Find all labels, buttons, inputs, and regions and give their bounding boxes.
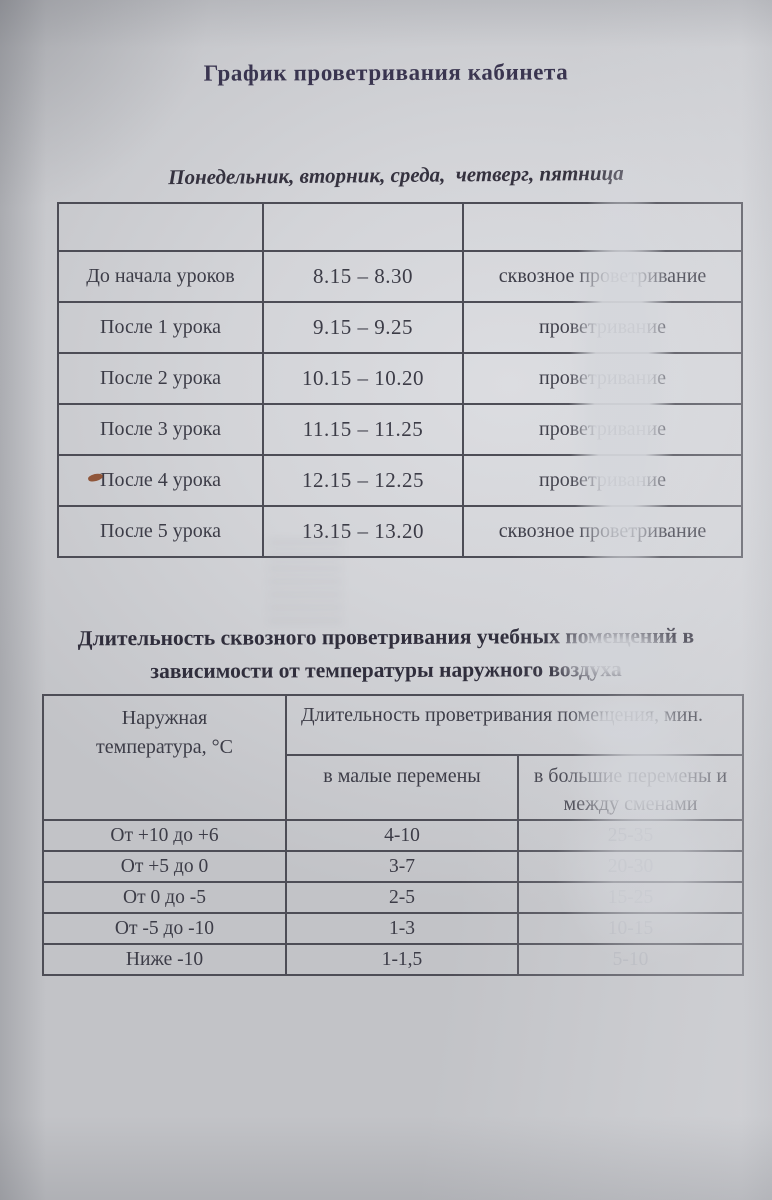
- table-row: После 2 урока 10.15 – 10.20 проветривани…: [57, 352, 743, 405]
- temp-cell: Ниже -10: [42, 943, 287, 976]
- big-breaks-header-cell: в большие перемены и между сменами: [516, 754, 745, 821]
- type-cell: сквозное проветривание: [462, 505, 743, 558]
- table-row: Ниже -10 1-1,5 5-10: [42, 943, 745, 976]
- table-header-row: Наружная температура, °С Длительность пр…: [42, 694, 745, 821]
- small-break-cell: 4-10: [285, 819, 519, 852]
- time-cell: 8.15 – 8.30: [262, 250, 464, 303]
- temp-cell: От 0 до -5: [42, 881, 287, 914]
- table-row: После 3 урока 11.15 – 11.25 проветривани…: [57, 403, 743, 456]
- table-row: До начала уроков 8.15 – 8.30 сквозное пр…: [57, 250, 743, 303]
- temp-header-cell: Наружная температура, °С: [42, 694, 287, 821]
- table-row: После 4 урока 12.15 – 12.25 проветривани…: [57, 454, 743, 507]
- small-break-cell: 1-3: [285, 912, 519, 945]
- table-row: После 5 урока 13.15 – 13.20 сквозное про…: [57, 505, 743, 558]
- table-row: От 0 до -5 2-5 15-25: [42, 881, 745, 914]
- small-break-cell: 3-7: [285, 850, 519, 883]
- big-break-cell: 15-25: [516, 881, 745, 914]
- page-title: График проветривания кабинета: [203, 59, 569, 86]
- time-cell: 11.15 – 11.25: [262, 403, 464, 456]
- table-row: От +10 до +6 4-10 25-35: [42, 819, 745, 852]
- small-break-cell: 2-5: [285, 881, 519, 914]
- duration-table: Наружная температура, °С Длительность пр…: [42, 694, 745, 976]
- table-row: [57, 202, 743, 252]
- table-row: От -5 до -10 1-3 10-15: [42, 912, 745, 945]
- duration-section-heading: Длительность сквозного проветривания уче…: [36, 619, 736, 688]
- period-cell: После 3 урока: [57, 403, 264, 456]
- time-cell: 13.15 – 13.20: [262, 505, 464, 558]
- time-cell: 12.15 – 12.25: [262, 454, 464, 507]
- heading-line: зависимости от температуры наружного воз…: [150, 656, 622, 684]
- temp-cell: От -5 до -10: [42, 912, 287, 945]
- type-cell: проветривание: [462, 301, 743, 354]
- period-cell: После 2 урока: [57, 352, 264, 405]
- small-breaks-header-cell: в малые перемены: [285, 754, 519, 821]
- big-break-cell: 5-10: [516, 943, 745, 976]
- weekdays-subtitle: Понедельник, вторник, среда, четверг, пя…: [168, 160, 624, 190]
- big-breaks-header-label: в большие перемены и между сменами: [533, 765, 728, 815]
- small-break-cell: 1-1,5: [285, 943, 519, 976]
- big-break-cell: 25-35: [516, 819, 745, 852]
- time-cell: 10.15 – 10.20: [262, 352, 464, 405]
- time-cell: 9.15 – 9.25: [262, 301, 464, 354]
- time-cell: [262, 202, 464, 252]
- period-cell: [57, 202, 264, 252]
- type-cell: проветривание: [462, 454, 743, 507]
- table-row: После 1 урока 9.15 – 9.25 проветривание: [57, 301, 743, 354]
- type-cell: проветривание: [462, 403, 743, 456]
- temp-cell: От +10 до +6: [42, 819, 287, 852]
- table-row: От +5 до 0 3-7 20-30: [42, 850, 745, 883]
- period-cell: До начала уроков: [57, 250, 264, 303]
- heading-line: Длительность сквозного проветривания уче…: [77, 623, 695, 651]
- big-break-cell: 20-30: [516, 850, 745, 883]
- type-cell: сквозное проветривание: [462, 250, 743, 303]
- type-cell: [462, 202, 743, 252]
- period-cell: После 5 урока: [57, 505, 264, 558]
- period-cell: После 1 урока: [57, 301, 264, 354]
- ventilation-schedule-table: До начала уроков 8.15 – 8.30 сквозное пр…: [57, 202, 743, 558]
- type-cell: проветривание: [462, 352, 743, 405]
- temp-cell: От +5 до 0: [42, 850, 287, 883]
- duration-header-cell: Длительность проветривания помещения, ми…: [284, 694, 745, 756]
- big-break-cell: 10-15: [516, 912, 745, 945]
- temp-header-label: Наружная температура, °С: [96, 707, 233, 758]
